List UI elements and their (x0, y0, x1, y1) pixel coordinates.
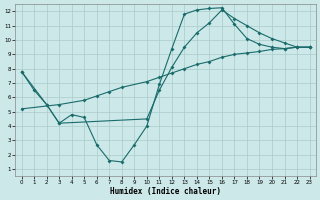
X-axis label: Humidex (Indice chaleur): Humidex (Indice chaleur) (110, 187, 221, 196)
